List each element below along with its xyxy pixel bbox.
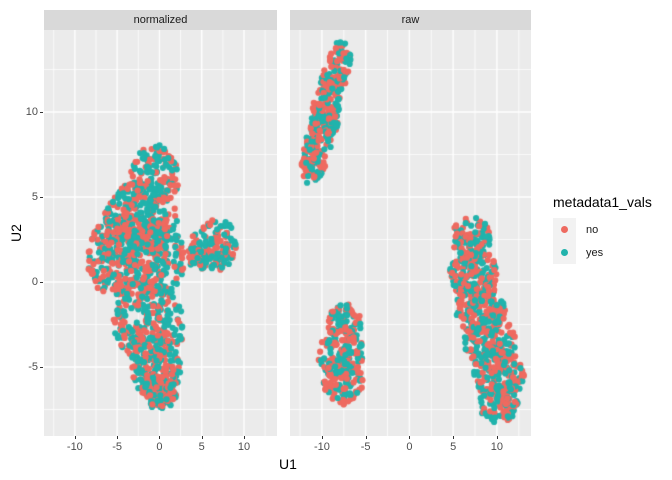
y-tick-mark — [40, 111, 43, 113]
legend-dot-no-icon — [561, 226, 568, 233]
legend-title: metadata1_vals — [553, 194, 652, 210]
y-tick-mark — [40, 281, 43, 283]
x-tick-mark — [159, 436, 161, 439]
x-tick-label: -5 — [112, 441, 123, 453]
x-tick-mark — [244, 436, 246, 439]
y-tick-mark — [40, 366, 43, 368]
y-tick-mark — [40, 196, 43, 198]
x-tick-label: 5 — [450, 441, 457, 453]
y-tick-label: 0 — [31, 275, 38, 288]
y-tick-label: -5 — [28, 360, 38, 373]
x-tick-mark — [453, 436, 455, 439]
panel-raw-scatter — [290, 30, 531, 436]
y-axis-title: U2 — [8, 224, 24, 242]
x-tick-mark — [74, 436, 76, 439]
facet-raw: raw — [290, 10, 531, 436]
x-tick-label: 10 — [490, 441, 503, 453]
x-tick-mark — [321, 436, 323, 439]
legend-key-no — [553, 218, 576, 241]
x-tick-label: 10 — [237, 441, 251, 453]
x-tick-mark — [409, 436, 411, 439]
facet-normalized: normalized — [44, 10, 277, 436]
x-axis-title: U1 — [279, 456, 297, 472]
facet-strip-raw: raw — [290, 10, 531, 30]
y-tick-label: 10 — [25, 105, 38, 118]
legend-label-no: no — [586, 223, 599, 236]
legend-key-yes — [553, 241, 576, 264]
facet-strip-normalized: normalized — [44, 10, 277, 30]
x-tick-mark — [117, 436, 119, 439]
legend: metadata1_vals no yes — [553, 194, 671, 264]
x-tick-mark — [496, 436, 498, 439]
x-tick-label: 0 — [156, 441, 163, 453]
x-tick-label: 5 — [198, 441, 205, 453]
x-tick-mark — [201, 436, 203, 439]
panel-normalized-scatter — [44, 30, 277, 436]
legend-entry-yes: yes — [553, 241, 671, 264]
x-tick-mark — [365, 436, 367, 439]
x-tick-label: -5 — [360, 441, 371, 453]
x-tick-label: -10 — [66, 441, 83, 453]
x-tick-label: -10 — [313, 441, 330, 453]
legend-entry-no: no — [553, 218, 671, 241]
legend-dot-yes-icon — [561, 249, 568, 256]
y-tick-label: 5 — [31, 190, 38, 203]
x-tick-label: 0 — [406, 441, 413, 453]
legend-label-yes: yes — [586, 246, 604, 259]
